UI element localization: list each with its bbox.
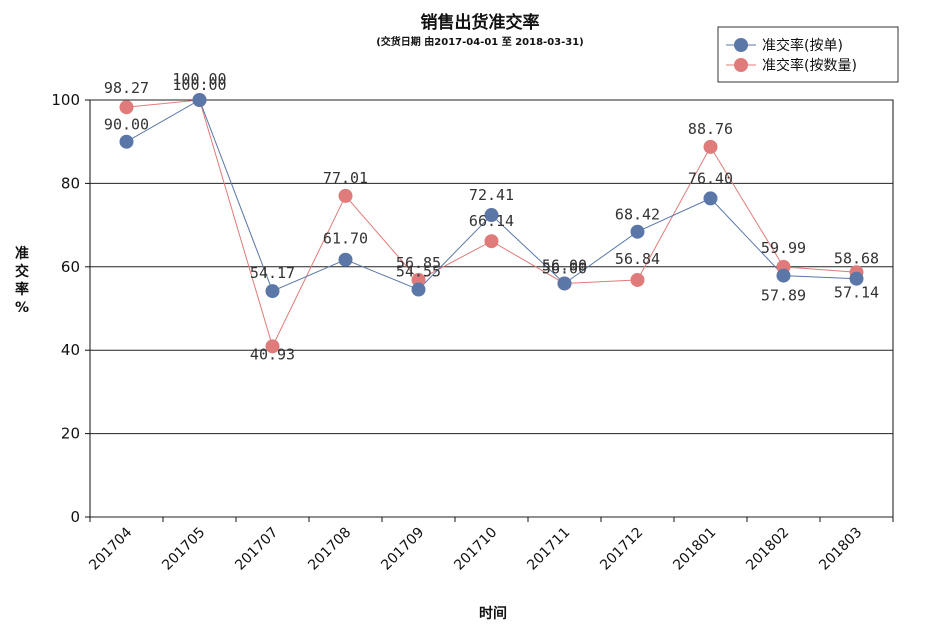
- x-tick-label: 201802: [743, 525, 792, 574]
- data-point-0-201711: [557, 276, 572, 291]
- legend-box: [717, 26, 899, 83]
- data-label-1-201709: 56.85: [396, 254, 441, 272]
- chart-title: 销售出货准交率: [421, 12, 540, 33]
- legend-marker-by-order: [734, 38, 748, 52]
- y-axis-label-char: 准: [15, 245, 29, 262]
- x-axis-label: 时间: [479, 605, 507, 622]
- y-tick-label: 100: [51, 91, 80, 109]
- legend-marker-by-quantity: [734, 58, 748, 72]
- data-label-0-201707: 54.17: [250, 264, 295, 282]
- y-axis-ticks: 0 20 40 60 80 100: [51, 91, 80, 526]
- plot-frame: [89, 99, 894, 518]
- data-point-1-201704: [119, 100, 134, 115]
- data-point-0-201708: [338, 252, 353, 267]
- data-point-0-201712: [630, 224, 645, 239]
- x-axis-ticks: 201704 201705 201707 201708 201709 201710 2017…: [86, 517, 894, 574]
- legend-label-by-order: 准交率(按单): [762, 37, 843, 54]
- data-point-1-201710: [484, 234, 499, 249]
- data-point-1-201707: [265, 339, 280, 354]
- x-tick-label: 201712: [597, 525, 646, 574]
- gridlines: [85, 99, 894, 518]
- y-axis-label: 准交率%: [15, 245, 29, 316]
- y-tick-label: 0: [70, 508, 80, 526]
- data-label-0-201705: 100.00: [172, 70, 226, 88]
- y-axis-label-char: 交: [15, 263, 29, 280]
- data-label-1-201712: 56.84: [615, 250, 660, 268]
- data-label-0-201709: 54.55: [396, 263, 441, 281]
- x-tick-label: 201711: [524, 525, 573, 574]
- x-tick-label: 201704: [86, 524, 135, 573]
- legend-label-by-quantity: 准交率(按数量): [762, 57, 857, 74]
- data-label-0-201802: 57.89: [761, 287, 806, 305]
- y-tick-label: 20: [61, 425, 80, 443]
- data-label-1-201710: 66.14: [469, 212, 514, 230]
- data-label-1-201711: 56.00: [542, 259, 587, 277]
- y-tick-label: 80: [61, 174, 80, 192]
- plot-area: [119, 93, 864, 354]
- y-axis-label-char: %: [15, 300, 29, 316]
- data-point-0-201704: [119, 134, 134, 149]
- data-label-1-201803: 58.68: [834, 249, 879, 267]
- data-labels: 90.00 100.00 54.17 61.70 54.55 72.41 56.00 68.4…: [104, 70, 879, 363]
- data-point-0-201802: [776, 268, 791, 283]
- data-label-1-201708: 77.01: [323, 169, 368, 187]
- x-tick-label: 201710: [451, 525, 500, 574]
- data-point-0-201705: [192, 93, 207, 107]
- data-label-0-201708: 61.70: [323, 230, 368, 248]
- data-label-0-201710: 72.41: [469, 186, 514, 204]
- x-tick-label: 201803: [816, 525, 865, 574]
- x-tick-label: 201801: [670, 525, 719, 574]
- data-point-0-201710: [484, 208, 499, 223]
- data-label-1-201707: 40.93: [250, 345, 295, 363]
- data-label-1-201705: 100.00: [172, 76, 226, 94]
- data-point-0-201707: [265, 284, 280, 299]
- data-point-1-201708: [338, 188, 353, 203]
- data-point-0-201709: [411, 282, 426, 297]
- data-label-0-201712: 68.42: [615, 206, 660, 224]
- data-label-0-201711: 56.00: [542, 256, 587, 274]
- data-label-1-201802: 59.99: [761, 239, 806, 257]
- chart-subtitle: (交货日期 由2017-04-01 至 2018-03-31): [376, 35, 584, 48]
- data-point-1-201712: [630, 272, 645, 287]
- x-tick-label: 201705: [159, 525, 208, 574]
- x-tick-label: 201708: [305, 525, 354, 574]
- y-tick-label: 60: [61, 258, 80, 276]
- data-point-0-201801: [703, 191, 718, 206]
- data-label-1-201704: 98.27: [104, 79, 149, 97]
- y-tick-label: 40: [61, 341, 80, 359]
- y-axis-label-char: 率: [15, 281, 29, 298]
- data-label-0-201704: 90.00: [104, 116, 149, 134]
- data-label-0-201801: 76.40: [688, 169, 733, 187]
- data-point-1-201801: [703, 139, 718, 154]
- x-tick-label: 201709: [378, 525, 427, 574]
- data-point-1-201709: [411, 272, 426, 287]
- data-label-1-201801: 88.76: [688, 120, 733, 138]
- data-point-0-201803: [849, 271, 864, 286]
- x-tick-label: 201707: [232, 525, 281, 574]
- legend: 准交率(按单) 准交率(按数量): [717, 26, 899, 83]
- data-label-0-201803: 57.14: [834, 284, 879, 302]
- y-axis-label-text: 准交率%: [15, 245, 29, 316]
